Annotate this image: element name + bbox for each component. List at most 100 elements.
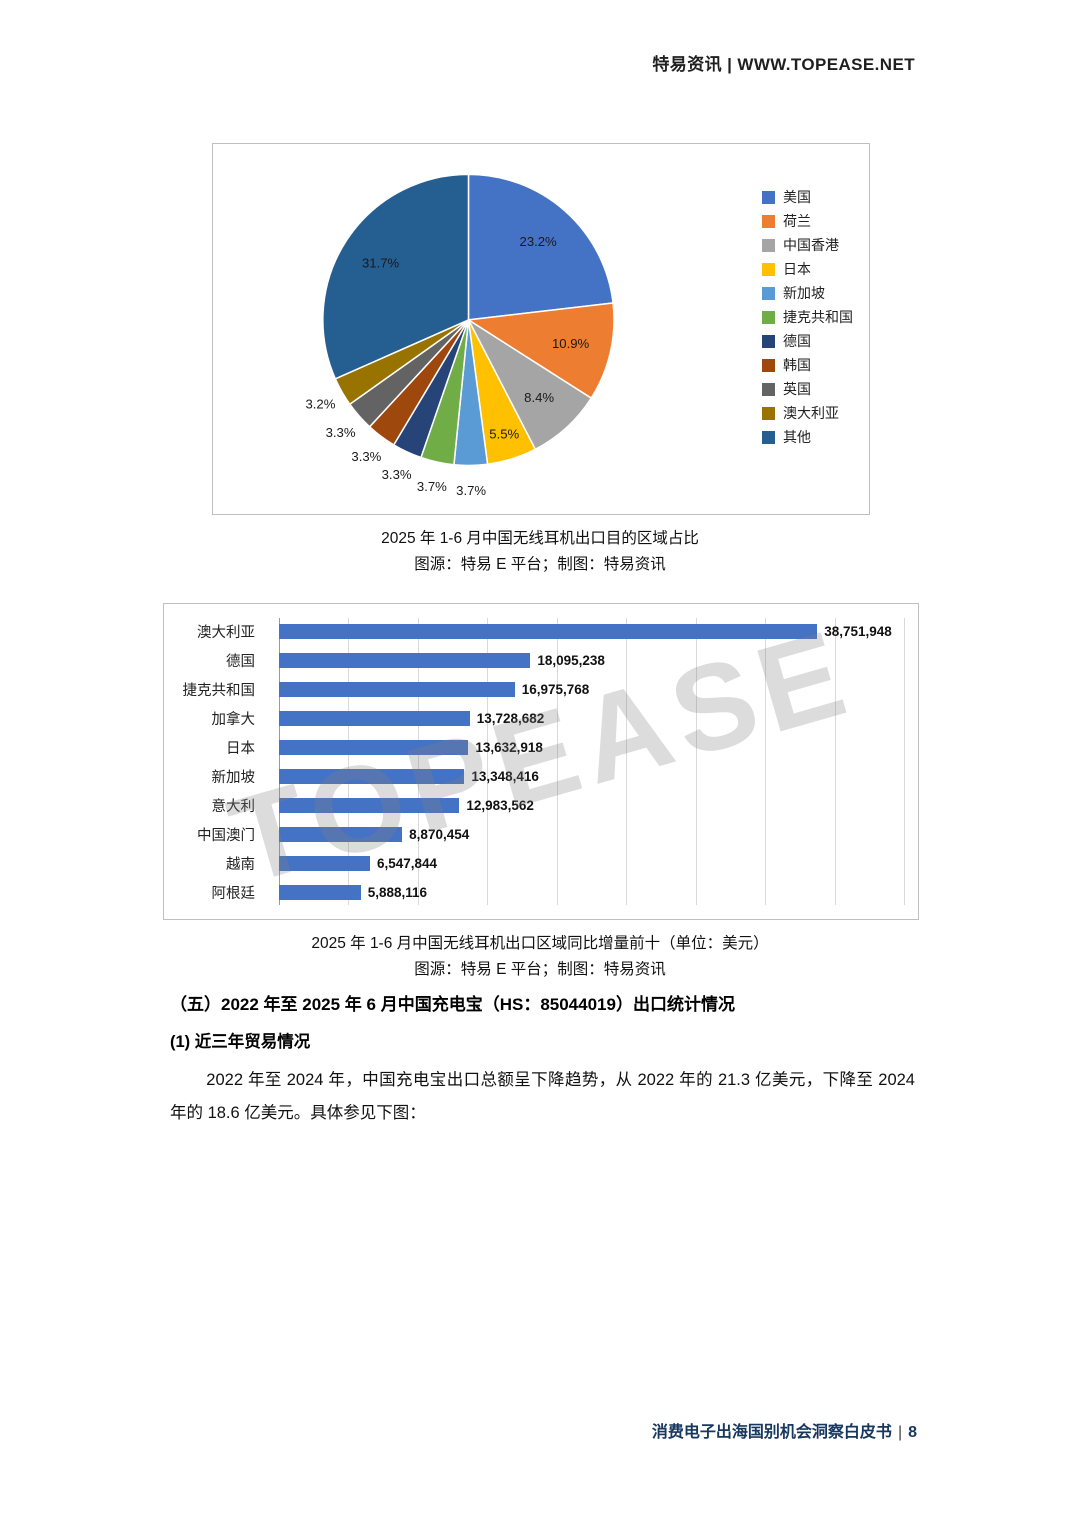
legend-label: 澳大利亚 bbox=[783, 405, 839, 421]
legend-item-4: 日本 bbox=[762, 262, 853, 276]
bar-row: 加拿大 13,728,682 bbox=[164, 705, 904, 731]
pie-slice-label: 23.2% bbox=[520, 234, 558, 249]
bar bbox=[279, 797, 460, 813]
legend-swatch bbox=[762, 382, 775, 396]
bar bbox=[279, 855, 370, 871]
pie-slice-label: 3.3% bbox=[382, 467, 412, 482]
pie-slice-label: 8.4% bbox=[524, 390, 554, 405]
legend-swatch bbox=[762, 334, 775, 348]
legend-swatch bbox=[762, 286, 775, 300]
bar-chart-gridlines bbox=[279, 618, 905, 905]
legend-swatch bbox=[762, 430, 775, 444]
bar-row: 澳大利亚 38,751,948 bbox=[164, 618, 904, 644]
bar-chart: 澳大利亚 38,751,948 德国 18,095,238 捷克共和国 16,975,76… bbox=[163, 603, 919, 920]
pie-chart-caption: 2025 年 1-6 月中国无线耳机出口目的区域占比 图源：特易 E 平台；制图… bbox=[0, 526, 1080, 579]
bar-track: 12,983,562 bbox=[279, 792, 904, 818]
legend-swatch bbox=[762, 262, 775, 276]
page-footer: 消费电子出海国别机会洞察白皮书 | 8 bbox=[652, 1418, 917, 1442]
bar-row: 日本 13,632,918 bbox=[164, 734, 904, 760]
legend-label: 中国香港 bbox=[783, 237, 839, 253]
legend-item-6: 捷克共和国 bbox=[762, 310, 853, 324]
bar-row: 捷克共和国 16,975,768 bbox=[164, 676, 904, 702]
gridline bbox=[904, 618, 905, 905]
legend-label: 其他 bbox=[783, 429, 811, 445]
bar bbox=[279, 768, 465, 784]
bar-track: 13,632,918 bbox=[279, 734, 904, 760]
bar-category-label: 阿根廷 bbox=[211, 885, 256, 902]
legend-label: 英国 bbox=[783, 381, 811, 397]
pie-slice-label: 3.3% bbox=[351, 449, 381, 464]
legend-swatch bbox=[762, 238, 775, 252]
gridline bbox=[695, 618, 697, 905]
bar-category-label: 日本 bbox=[226, 740, 255, 757]
bar-value-label: 5,888,116 bbox=[367, 884, 428, 900]
bar bbox=[279, 681, 515, 697]
legend-label: 德国 bbox=[783, 333, 811, 349]
legend-item-8: 韩国 bbox=[762, 358, 853, 372]
legend-label: 新加坡 bbox=[783, 285, 825, 301]
bar-category-label: 捷克共和国 bbox=[182, 682, 256, 699]
bar-category-label: 加拿大 bbox=[211, 711, 256, 728]
bar bbox=[279, 739, 469, 755]
page-header: 特易资讯 | WWW.TOPEASE.NET bbox=[652, 50, 915, 75]
bar-track: 38,751,948 bbox=[279, 618, 904, 644]
gridline bbox=[417, 618, 419, 905]
bar-value-label: 38,751,948 bbox=[824, 623, 892, 639]
bar-value-label: 13,728,682 bbox=[476, 710, 545, 726]
pie-slice-label: 3.7% bbox=[456, 483, 486, 498]
gridline bbox=[556, 618, 558, 905]
bar-chart-caption: 2025 年 1-6 月中国无线耳机出口区域同比增量前十（单位：美元） 图源：特… bbox=[0, 931, 1080, 984]
legend-item-9: 英国 bbox=[762, 382, 853, 396]
bar-category-label: 德国 bbox=[226, 653, 255, 670]
y-axis-line bbox=[279, 618, 280, 905]
bar-row: 中国澳门 8,870,454 bbox=[164, 821, 904, 847]
pie-slice-label: 10.9% bbox=[552, 336, 590, 351]
bar-value-label: 6,547,844 bbox=[376, 855, 437, 871]
bar-chart-rows: 澳大利亚 38,751,948 德国 18,095,238 捷克共和国 16,975,76… bbox=[164, 618, 904, 905]
pie-chart: 23.2% 10.9% 8.4% 5.5% 3.7% 3.7% 3.3% 3.3% 3.3% 3.… bbox=[212, 143, 870, 515]
bar-row: 越南 6,547,844 bbox=[164, 850, 904, 876]
bar-category-label: 澳大利亚 bbox=[197, 624, 255, 641]
bar bbox=[279, 826, 403, 842]
footer-title: 消费电子出海国别机会洞察白皮书 bbox=[651, 1424, 892, 1441]
bar bbox=[279, 710, 470, 726]
legend-item-11: 其他 bbox=[762, 430, 853, 444]
bar-caption-source: 图源：特易 E 平台；制图：特易资讯 bbox=[414, 961, 666, 979]
body-paragraph: 2022 年至 2024 年，中国充电宝出口总额呈下降趋势，从 2022 年的 … bbox=[170, 1071, 915, 1122]
pie-caption-source: 图源：特易 E 平台；制图：特易资讯 bbox=[414, 556, 666, 574]
bar-value-label: 16,975,768 bbox=[521, 681, 590, 697]
page-number: 8 bbox=[908, 1424, 917, 1441]
legend-item-7: 德国 bbox=[762, 334, 853, 348]
legend-label: 日本 bbox=[783, 261, 811, 277]
bar-row: 意大利 12,983,562 bbox=[164, 792, 904, 818]
legend-item-10: 澳大利亚 bbox=[762, 406, 853, 420]
pie-legend: 美国 荷兰 中国香港 日本 新加坡 捷克共和国 德国 韩国 英国 澳大利亚 其他 bbox=[762, 190, 853, 444]
header-text: 特易资讯 | WWW.TOPEASE.NET bbox=[652, 55, 915, 74]
sub-heading: (1) 近三年贸易情况 bbox=[170, 1033, 311, 1051]
body-text: （五）2022 年至 2025 年 6 月中国充电宝（HS：85044019）出… bbox=[170, 990, 915, 1130]
gridline bbox=[487, 618, 489, 905]
legend-label: 韩国 bbox=[783, 357, 811, 373]
bar-track: 6,547,844 bbox=[279, 850, 904, 876]
bar-track: 18,095,238 bbox=[279, 647, 904, 673]
bar-row: 阿根廷 5,888,116 bbox=[164, 879, 904, 905]
legend-label: 捷克共和国 bbox=[783, 309, 853, 325]
bar-category-label: 中国澳门 bbox=[197, 827, 255, 844]
bar-track: 16,975,768 bbox=[279, 676, 904, 702]
pie-slice-11 bbox=[322, 173, 470, 380]
bar-value-label: 13,348,416 bbox=[471, 768, 539, 784]
bar-caption-title: 2025 年 1-6 月中国无线耳机出口区域同比增量前十（单位：美元） bbox=[311, 935, 769, 952]
pie-caption-title: 2025 年 1-6 月中国无线耳机出口目的区域占比 bbox=[381, 530, 699, 547]
pie-slice-2 bbox=[466, 302, 615, 400]
gridline bbox=[765, 618, 767, 905]
bar-value-label: 8,870,454 bbox=[409, 826, 470, 842]
legend-swatch bbox=[762, 406, 775, 420]
bar-track: 5,888,116 bbox=[279, 879, 904, 905]
footer-divider: | bbox=[897, 1424, 903, 1441]
bar-row: 新加坡 13,348,416 bbox=[164, 763, 904, 789]
bar-row: 德国 18,095,238 bbox=[164, 647, 904, 673]
bar bbox=[279, 652, 531, 668]
legend-item-3: 中国香港 bbox=[762, 238, 853, 252]
pie-slice-label: 31.7% bbox=[362, 255, 400, 270]
